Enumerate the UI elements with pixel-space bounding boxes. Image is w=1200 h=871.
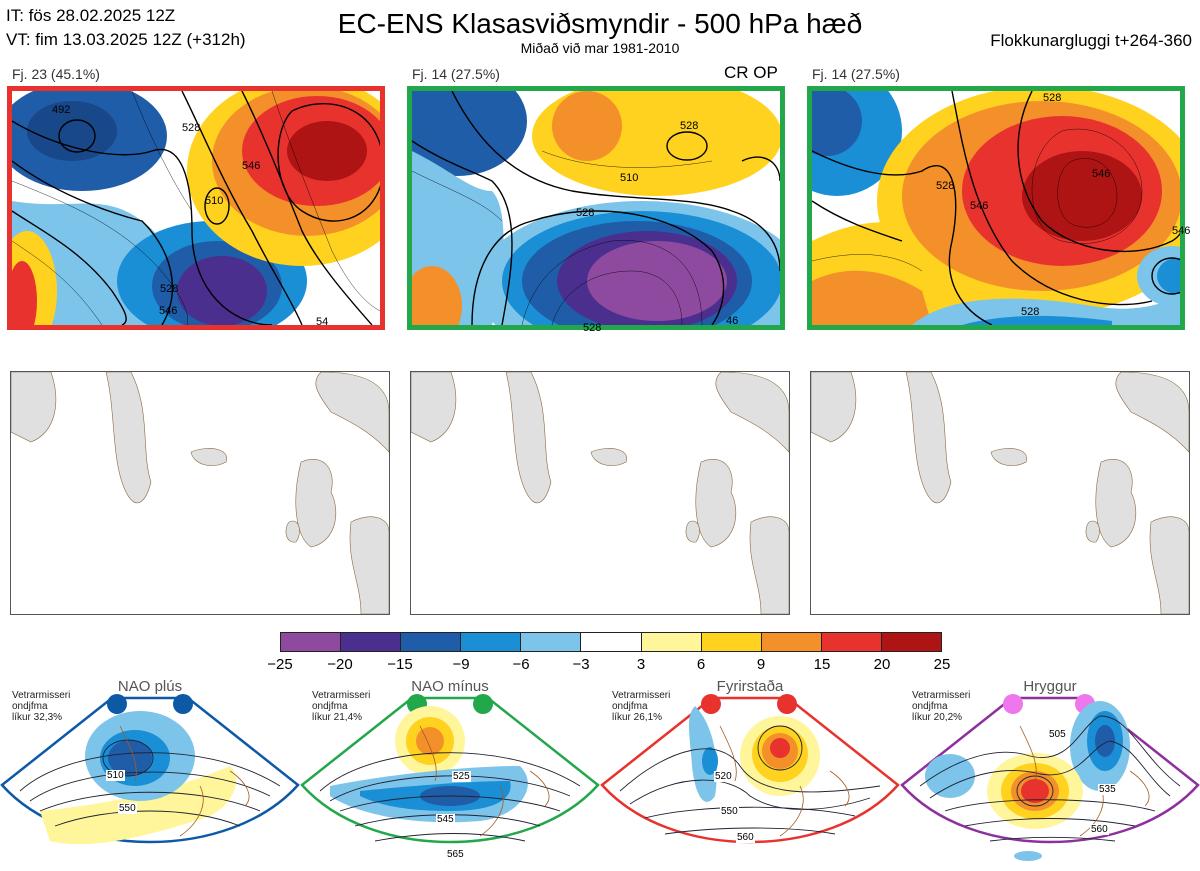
cluster-3-map: [807, 86, 1185, 330]
regime-title: NAO mínus: [411, 678, 489, 695]
cluster-3-basemap: [810, 371, 1190, 615]
colorbar-tick: −25: [267, 656, 293, 673]
regime-info: Vetrarmisseri ondjfma líkur 20,2%: [912, 690, 970, 723]
contour-label: 510: [205, 195, 224, 207]
cluster-1-basemap: [10, 371, 390, 615]
regime-info-line: líkur 20,2%: [912, 712, 963, 723]
control-operational-tag: CR OP: [724, 63, 778, 82]
contour-label: 560: [736, 832, 755, 843]
colorbar-tick: 9: [756, 656, 766, 673]
colorbar-tick: 6: [696, 656, 706, 673]
regime-title: Fyrirstaða: [716, 678, 784, 695]
contour-label: 528: [182, 122, 201, 134]
contour-label: 528: [583, 322, 602, 334]
contour-label: 505: [1048, 729, 1067, 740]
regime-info: Vetrarmisseri ondjfma líkur 32,3%: [12, 690, 70, 723]
contour-label: 510: [106, 770, 125, 781]
colorbar-tick: −6: [512, 656, 530, 673]
colorbar-segment: [881, 633, 942, 651]
colorbar-segment: [701, 633, 762, 651]
contour-label: 546: [159, 305, 178, 317]
contour-label: 520: [714, 771, 733, 782]
colorbar-segment: [641, 633, 702, 651]
colorbar-tick: −20: [327, 656, 353, 673]
contour-label: 528: [1043, 92, 1062, 104]
colorbar-segment: [341, 633, 402, 651]
regime-info-line: ondjfma: [312, 701, 348, 712]
contour-label: 546: [1172, 225, 1191, 237]
regime-info-line: Vetrarmisseri: [612, 690, 671, 701]
colorbar-tick: −15: [387, 656, 413, 673]
regime-info-line: líkur 26,1%: [612, 712, 663, 723]
regime-blocking: Fyrirstaða Vetrarmisseri ondjfma líkur 2…: [600, 678, 900, 871]
colorbar-segment: [401, 633, 462, 651]
regime-info-line: Vetrarmisseri: [312, 690, 371, 701]
cluster-2-label: Fj. 14 (27.5%): [412, 66, 500, 82]
colorbar-segment: [581, 633, 642, 651]
regime-nao-plus: NAO plús Vetrarmisseri ondjfma líkur 32,…: [0, 678, 300, 871]
regime-title: Hryggur: [1023, 678, 1077, 695]
anomaly-colorbar: [280, 632, 942, 652]
colorbar-tick: 15: [813, 656, 831, 673]
cluster-3-label: Fj. 14 (27.5%): [812, 66, 900, 82]
colorbar-segment: [521, 633, 582, 651]
regime-info-line: líkur 21,4%: [312, 712, 363, 723]
contour-label: 54: [316, 316, 329, 328]
contour-label: 528: [160, 283, 179, 295]
regime-title: NAO plús: [117, 678, 183, 695]
page-title: EC-ENS Klasasviðsmyndir - 500 hPa hæð: [337, 8, 863, 39]
cluster-1-map: [7, 86, 385, 330]
contour-label: 528: [936, 180, 955, 192]
colorbar-segment: [461, 633, 522, 651]
colorbar-segment: [281, 633, 342, 651]
regime-info: Vetrarmisseri ondjfma líkur 26,1%: [612, 690, 670, 723]
contour-label: 535: [1098, 784, 1117, 795]
contour-label: 528: [1021, 306, 1040, 318]
cluster-1-label: Fj. 23 (45.1%): [12, 66, 100, 82]
cluster-2-map: [407, 86, 785, 330]
regime-info-line: líkur 32,3%: [12, 712, 63, 723]
regime-info-line: ondjfma: [12, 701, 48, 712]
contour-label: 528: [680, 120, 699, 132]
contour-label: 546: [970, 200, 989, 212]
regime-ridge: Hryggur Vetrarmisseri ondjfma líkur 20,2…: [900, 678, 1200, 871]
contour-label: 560: [1090, 824, 1109, 835]
colorbar-tick: −3: [572, 656, 590, 673]
contour-label: 545: [436, 814, 455, 825]
colorbar-tick: 3: [636, 656, 646, 673]
colorbar-segment: [821, 633, 882, 651]
contour-label: 510: [620, 172, 639, 184]
regime-nao-minus: NAO mínus Vetrarmisseri ondjfma líkur 21…: [300, 678, 600, 871]
colorbar-tick: −9: [452, 656, 470, 673]
contour-label: 528: [576, 207, 595, 219]
valid-time: VT: fim 13.03.2025 12Z (+312h): [6, 30, 246, 49]
contour-label: 546: [1092, 168, 1111, 180]
regime-info-line: ondjfma: [612, 701, 648, 712]
regime-info-line: ondjfma: [912, 701, 948, 712]
classification-window: Flokkunargluggi t+264-360: [990, 31, 1192, 50]
contour-label: 525: [452, 771, 471, 782]
initial-time: IT: fös 28.02.2025 12Z: [6, 6, 176, 25]
contour-label: 550: [118, 803, 137, 814]
contour-label: 550: [720, 806, 739, 817]
page-subtitle: Miðað við mar 1981-2010: [520, 40, 680, 56]
regime-info: Vetrarmisseri ondjfma líkur 21,4%: [312, 690, 370, 723]
regime-info-line: Vetrarmisseri: [12, 690, 71, 701]
contour-label: 492: [52, 104, 71, 116]
colorbar-segment: [761, 633, 822, 651]
contour-label: 565: [446, 849, 465, 860]
contour-label: 546: [242, 160, 261, 172]
contour-label: 46: [726, 315, 739, 327]
regime-info-line: Vetrarmisseri: [912, 690, 971, 701]
cluster-2-basemap: [410, 371, 790, 615]
colorbar-tick: 25: [933, 656, 951, 673]
colorbar-tick: 20: [873, 656, 891, 673]
